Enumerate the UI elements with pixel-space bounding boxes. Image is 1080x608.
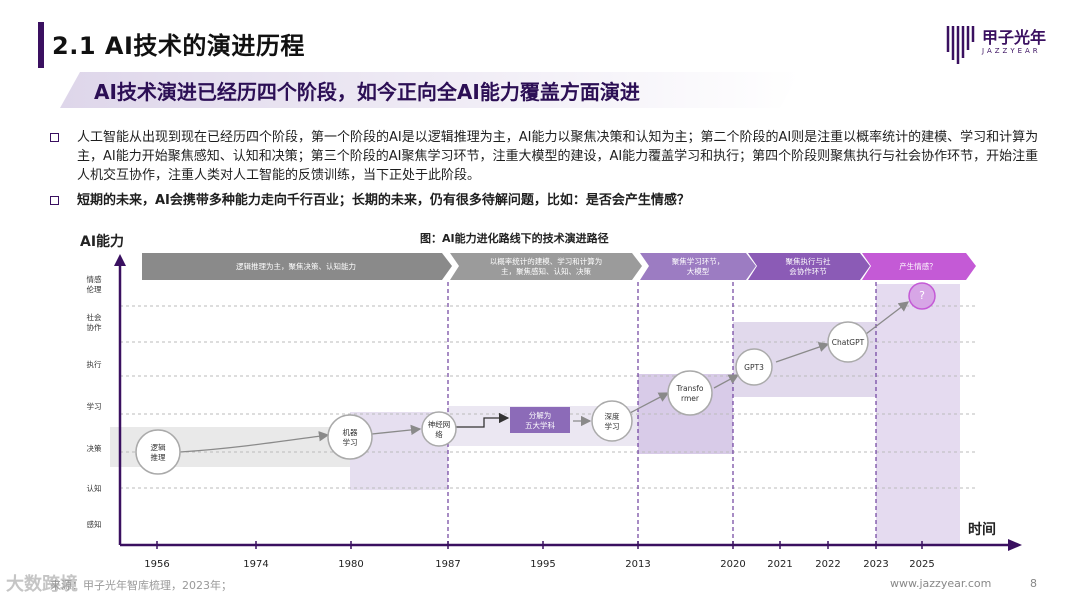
y-level-label-cognize: 认知 — [87, 483, 102, 493]
node-logic-reasoning — [135, 429, 181, 475]
x-year-label: 2021 — [767, 559, 792, 570]
phase-banner-3 — [640, 253, 756, 280]
node-chatgpt — [827, 321, 869, 363]
phase-label-2: 以概率统计的建模、学习和计算为主，聚焦感知、认知、决策 — [490, 256, 603, 276]
node-five-subjects — [510, 407, 570, 433]
phase-label-3: 聚焦学习环节，大模型 — [672, 256, 725, 276]
x-year-label: 1995 — [530, 559, 555, 570]
phase-banner-1 — [142, 253, 452, 280]
x-year-label: 1974 — [243, 559, 268, 570]
phase-label-1: 逻辑推理为主，聚焦决策、认知能力 — [236, 261, 356, 271]
x-axis-title: 时间 — [968, 521, 996, 538]
y-axis-arrow-icon — [114, 254, 126, 266]
node-neural-network — [421, 411, 457, 447]
footer-url: www.jazzyear.com — [890, 577, 992, 590]
watermark: 大数跨境 — [6, 574, 78, 595]
arrow-nn-to-subjects — [456, 412, 510, 428]
node-question — [908, 282, 936, 310]
subtitle: AI技术演进已经历四个阶段，如今正向全AI能力覆盖方面演进 — [94, 80, 640, 104]
node-deep-learning — [591, 400, 633, 442]
node-gpt3 — [735, 348, 773, 386]
node-label: 逻辑推理 — [151, 442, 166, 462]
phase-banner-5 — [862, 253, 976, 280]
page-number: 8 — [1030, 577, 1037, 590]
y-level-label-emotion: 情感伦理 — [87, 274, 102, 294]
node-transformer — [667, 370, 713, 416]
footer-source: 来源：甲子光年智库梳理，2023年； — [50, 579, 232, 592]
logo-mark-icon — [946, 26, 975, 64]
figure-caption: 图：AI能力进化路线下的技术演进路径 — [420, 231, 609, 245]
arrow-dl-to-transformer — [627, 392, 670, 415]
arrow-transformer-to-gpt3 — [713, 374, 740, 389]
bullet-square-icon — [50, 133, 59, 142]
logo-english: JAZZYEAR — [982, 47, 1041, 55]
node-label: 深度学习 — [605, 411, 620, 431]
subtitle-background — [60, 72, 800, 108]
node-label: ? — [919, 289, 925, 302]
arrow-gpt3-to-chatgpt — [775, 342, 830, 363]
node-label: GPT3 — [744, 363, 764, 372]
arrow-chatgpt-to-question — [865, 301, 910, 335]
y-level-label-decide: 决策 — [87, 443, 102, 453]
logo-name: 甲子光年 — [982, 28, 1047, 47]
x-year-label: 1956 — [144, 559, 169, 570]
bullet-2-text: 短期的未来，AI会携带多种能力走向千行百业；长期的未来，仍有很多待解问题，比如：… — [77, 193, 690, 208]
page-title: 2.1 AI技术的演进历程 — [52, 32, 305, 60]
bullet-2: 短期的未来，AI会携带多种能力走向千行百业；长期的未来，仍有很多待解问题，比如：… — [50, 191, 1040, 210]
y-level-label-social: 社会协作 — [87, 312, 102, 332]
bullet-1: 人工智能从出现到现在已经历四个阶段，第一个阶段的AI是以逻辑推理为主，AI能力以… — [50, 128, 1040, 185]
phase-banner-4 — [748, 253, 870, 280]
node-label: Transfo rmer — [675, 384, 703, 403]
phase-label-4: 聚焦执行与社会协作环节 — [786, 256, 831, 276]
x-year-label: 2013 — [625, 559, 650, 570]
x-year-label: 2025 — [909, 559, 934, 570]
arrow-logic-to-ml — [179, 431, 330, 453]
x-axis-arrow-icon — [1008, 539, 1022, 551]
node-label: 机器学习 — [343, 427, 358, 447]
y-axis-title: AI能力 — [80, 233, 124, 250]
node-machine-learning — [327, 414, 373, 460]
phase-label-5: 产生情感？ — [899, 261, 937, 271]
title-accent-bar — [38, 22, 44, 68]
node-label: 分解为五大学科 — [525, 410, 555, 430]
node-label: ChatGPT — [832, 338, 865, 347]
x-year-label: 2023 — [863, 559, 888, 570]
arrow-ml-to-nn — [371, 424, 422, 436]
x-year-label: 2020 — [720, 559, 745, 570]
y-level-label-execute: 执行 — [87, 359, 102, 369]
x-year-label: 1987 — [435, 559, 460, 570]
node-label: 神经网络 — [428, 419, 451, 439]
y-level-label-perceive: 感知 — [87, 519, 102, 529]
y-level-label-learn: 学习 — [87, 401, 102, 411]
bullet-square-icon — [50, 196, 59, 205]
bullet-1-text: 人工智能从出现到现在已经历四个阶段，第一个阶段的AI是以逻辑推理为主，AI能力以… — [77, 130, 1039, 183]
x-year-label: 1980 — [338, 559, 363, 570]
phase-banner-2 — [450, 253, 642, 280]
x-year-label: 2022 — [815, 559, 840, 570]
